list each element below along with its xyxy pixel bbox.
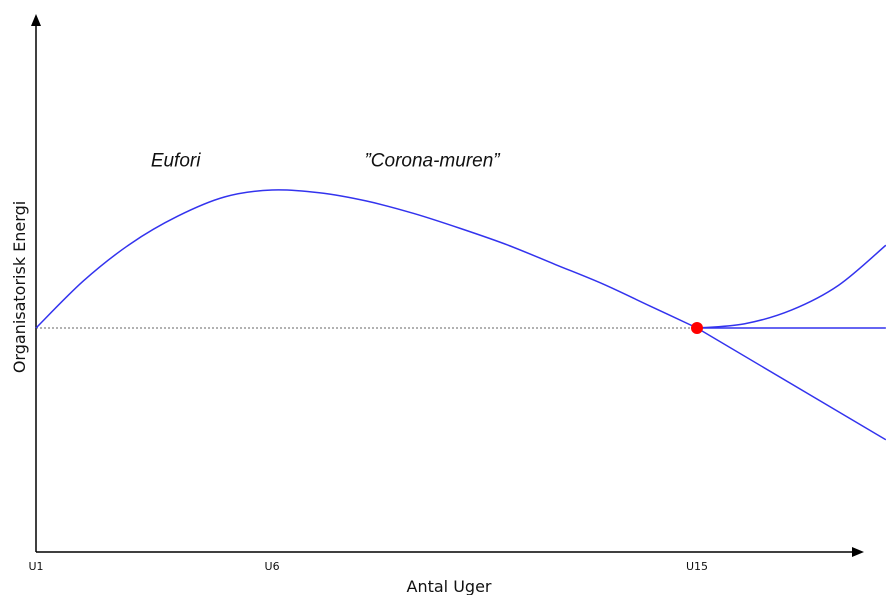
series-line bbox=[35, 189, 698, 329]
x-tick-label: U1 bbox=[28, 560, 43, 573]
annotation-eufori: Eufori bbox=[151, 150, 201, 171]
y-axis-arrow bbox=[31, 14, 41, 26]
branch-c-line bbox=[696, 327, 886, 441]
x-axis-arrow bbox=[852, 547, 864, 557]
y-axis-title: Organisatorisk Energi bbox=[10, 201, 29, 373]
branch-a-line bbox=[696, 244, 886, 329]
x-tick-label: U6 bbox=[265, 560, 280, 573]
x-tick-label: U15 bbox=[686, 560, 708, 573]
annotation-corona-muren: ”Corona-muren” bbox=[364, 150, 501, 171]
highlight-point bbox=[691, 322, 703, 334]
x-axis-title: Antal Uger bbox=[407, 577, 492, 595]
